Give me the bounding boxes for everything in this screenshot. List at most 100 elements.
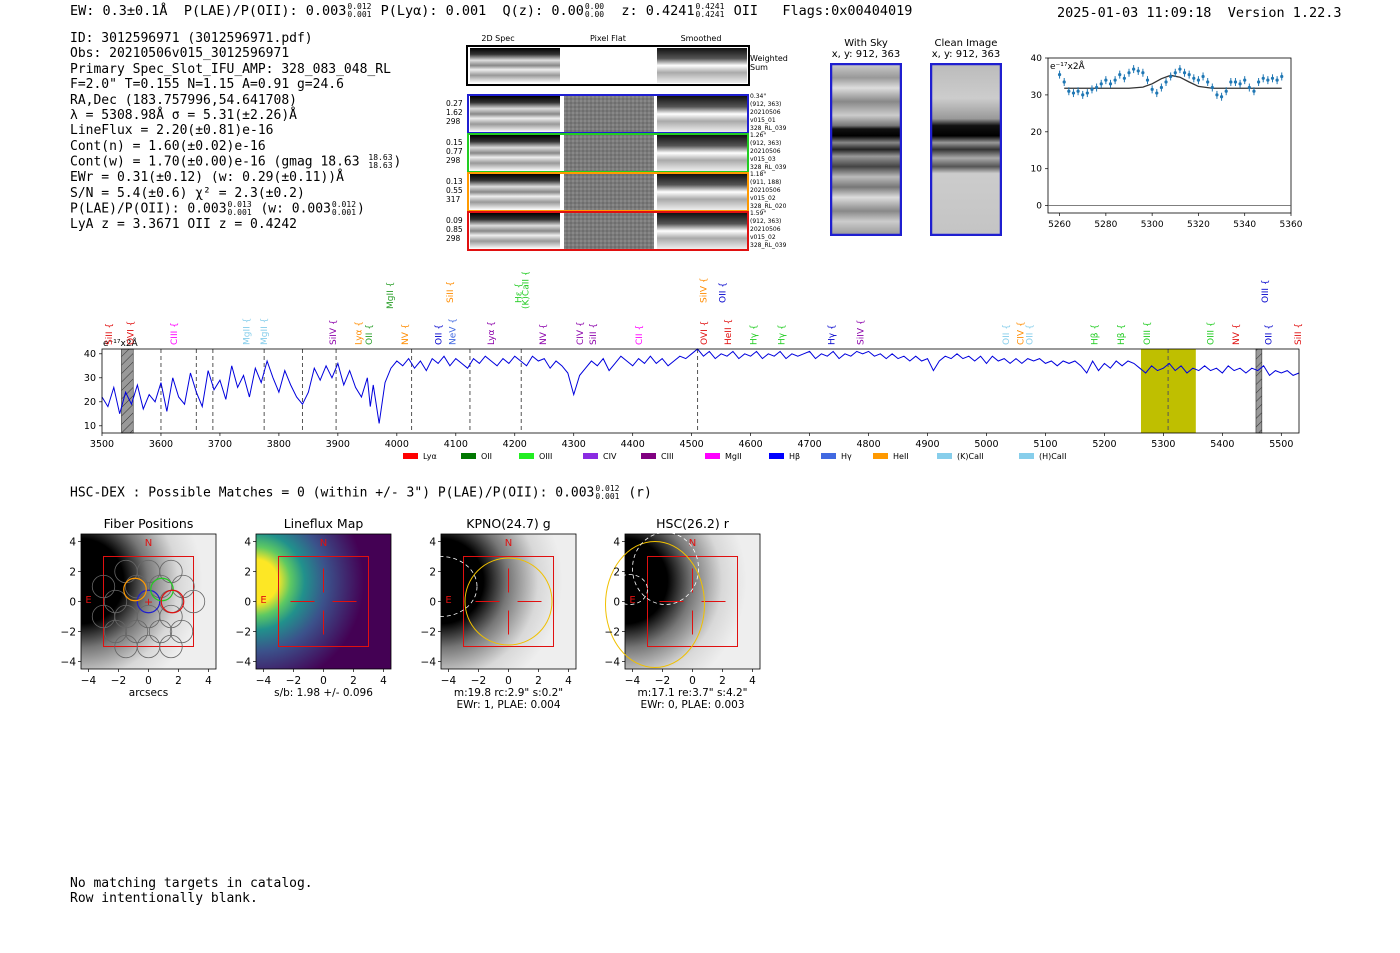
spec-xtick-label: 3900 bbox=[326, 439, 350, 450]
cutout-value: 0.27 bbox=[446, 99, 463, 108]
fit-point bbox=[1118, 73, 1122, 77]
fit-point bbox=[1229, 80, 1233, 84]
fit-point bbox=[1169, 74, 1173, 79]
cutout-value: 298 bbox=[446, 234, 461, 243]
thumb-ytick-label: 0 bbox=[244, 597, 251, 609]
hsc-end: (r) bbox=[628, 485, 652, 501]
thumbnail-title: Lineflux Map bbox=[284, 516, 364, 531]
clean-title: Clean Image bbox=[934, 38, 998, 49]
cutout-smooth bbox=[657, 213, 747, 249]
legend-label: Lyα bbox=[423, 452, 437, 461]
fit-ytick-label: 30 bbox=[1031, 91, 1043, 101]
info-obs: Obs: 20210506v015_3012596971 bbox=[70, 46, 290, 62]
masked-band bbox=[1255, 348, 1263, 434]
spectral-line-label: NV { bbox=[539, 324, 549, 345]
info-spec: Primary Spec_Slot_IFU_AMP: 328_083_048_R… bbox=[70, 61, 391, 77]
fit-point bbox=[1243, 78, 1247, 82]
cutout-meta: 0.34" bbox=[750, 93, 766, 100]
info-sn: S/N = 5.4(±0.6) χ² = 2.3(±0.2) bbox=[70, 185, 305, 201]
masked-band bbox=[121, 348, 134, 434]
fit-point bbox=[1136, 69, 1140, 73]
legend-swatch bbox=[873, 453, 888, 459]
legend-label: OII bbox=[481, 452, 492, 461]
spectral-line-label: NV { bbox=[1232, 324, 1242, 345]
z-value: z: 0.4241 bbox=[621, 3, 695, 19]
col-smooth-label: Smoothed bbox=[681, 34, 722, 43]
info-ewr: EWr = 0.31(±0.12) (w: 0.29(±0.11))Å bbox=[70, 170, 344, 186]
fit-point bbox=[1159, 85, 1163, 90]
thumbnail-title: HSC(26.2) r bbox=[656, 516, 730, 531]
cutout-2d bbox=[470, 174, 560, 210]
thumb-xtick-label: 2 bbox=[175, 675, 182, 687]
legend-label: CIII bbox=[661, 452, 674, 461]
ellipse-aperture bbox=[605, 541, 705, 668]
clean-xy: x, y: 912, 363 bbox=[931, 49, 1001, 60]
info-lambda: λ = 5308.98Å σ = 5.31(±2.26)Å bbox=[70, 108, 297, 124]
info-id: ID: 3012596971 (3012596971.pdf) bbox=[70, 31, 313, 46]
cutout-meta: 20210506 bbox=[750, 187, 781, 194]
footer-line2: Row intentionally blank. bbox=[70, 891, 258, 906]
spec-xtick-label: 4100 bbox=[444, 439, 468, 450]
info-block: ID: 3012596971 (3012596971.pdf) Obs: 202… bbox=[70, 31, 401, 232]
thumb-ytick-label: −4 bbox=[236, 657, 252, 669]
spectral-line-label: Hε { bbox=[514, 283, 524, 303]
spectral-line-label: NeV { bbox=[448, 318, 458, 345]
thumb-xtick-label: 2 bbox=[719, 675, 726, 687]
info-contn: Cont(n) = 1.60(±0.02)e-16 bbox=[70, 138, 266, 154]
info-radec: RA,Dec (183.757996,54.641708) bbox=[70, 92, 297, 108]
cutout-2d bbox=[470, 96, 560, 132]
legend-swatch bbox=[769, 453, 784, 459]
cutout-value: 0.77 bbox=[446, 147, 463, 156]
fiber-circle bbox=[181, 589, 206, 614]
fit-point bbox=[1178, 67, 1182, 71]
fit-point bbox=[1155, 91, 1159, 95]
thumb-ytick-label: 0 bbox=[613, 597, 620, 609]
thumbnail-title: Fiber Positions bbox=[104, 516, 194, 531]
line-fit-chart: 0 10 20 30 40 5260 5280 5300 5320 5340 5360 e⁻¹⁷x2Å bbox=[1031, 54, 1303, 230]
fit-point bbox=[1192, 76, 1196, 80]
fit-ytick-label: 10 bbox=[1031, 165, 1043, 175]
fit-point bbox=[1076, 89, 1080, 93]
fiber-circle-highlight bbox=[123, 577, 147, 602]
fiber-circle-highlight bbox=[150, 577, 174, 602]
cutout-panel: 2D Spec Pixel Flat Smoothed Weighted Sum… bbox=[440, 32, 800, 257]
fit-ytick-label: 40 bbox=[1031, 54, 1043, 64]
fit-ytick-label: 20 bbox=[1031, 128, 1043, 138]
footer-line1: No matching targets in catalog. bbox=[70, 876, 313, 891]
fit-point bbox=[1099, 82, 1103, 86]
thumbnail-row: Fiber Positions + N E −4 −4 −2 −2 0 0 2 2 4 4 arcsecs L… bbox=[61, 516, 761, 711]
thumb-ytick-label: 2 bbox=[69, 567, 76, 579]
cutout-meta: (912, 363) bbox=[750, 101, 781, 108]
plae-value: P(LAE)/P(OII): 0.003 bbox=[183, 3, 347, 19]
spectral-line-label: Hγ { bbox=[827, 324, 837, 345]
spec-xtick-label: 3800 bbox=[267, 439, 291, 450]
flags: Flags:0x00404019 bbox=[782, 3, 913, 19]
spectral-line-label: MgII { bbox=[242, 318, 252, 345]
fiber-circle bbox=[159, 634, 183, 659]
spectral-line-label: OIII { bbox=[1261, 279, 1271, 303]
fit-point bbox=[1219, 95, 1224, 99]
spectral-line-label: Hγ { bbox=[750, 324, 760, 345]
fit-point bbox=[1081, 93, 1085, 97]
thumb-xtick-label: −2 bbox=[111, 675, 126, 687]
legend-swatch bbox=[519, 453, 534, 459]
spectrum-line bbox=[101, 348, 1300, 424]
cutout-meta: 20210506 bbox=[750, 226, 781, 233]
thumbnail-image bbox=[441, 534, 576, 669]
legend-label: Hβ bbox=[789, 452, 800, 461]
thumb-xtick-label: 2 bbox=[350, 675, 357, 687]
hsc-line: HSC-DEX : Possible Matches = 0 (within +… bbox=[70, 485, 652, 501]
cutout-value: 0.09 bbox=[446, 216, 463, 225]
sum-label: Sum bbox=[750, 63, 768, 72]
cutout-flat bbox=[564, 96, 654, 132]
fit-point bbox=[1238, 82, 1242, 86]
cutout-flat bbox=[564, 213, 654, 249]
plae-bounds: 0.012 0.001 bbox=[347, 2, 372, 19]
fit-point bbox=[1145, 78, 1150, 82]
fit-point bbox=[1067, 89, 1071, 93]
spectral-line-label: SiII { bbox=[105, 323, 115, 345]
fit-point bbox=[1247, 85, 1251, 90]
fit-point bbox=[1215, 93, 1219, 97]
